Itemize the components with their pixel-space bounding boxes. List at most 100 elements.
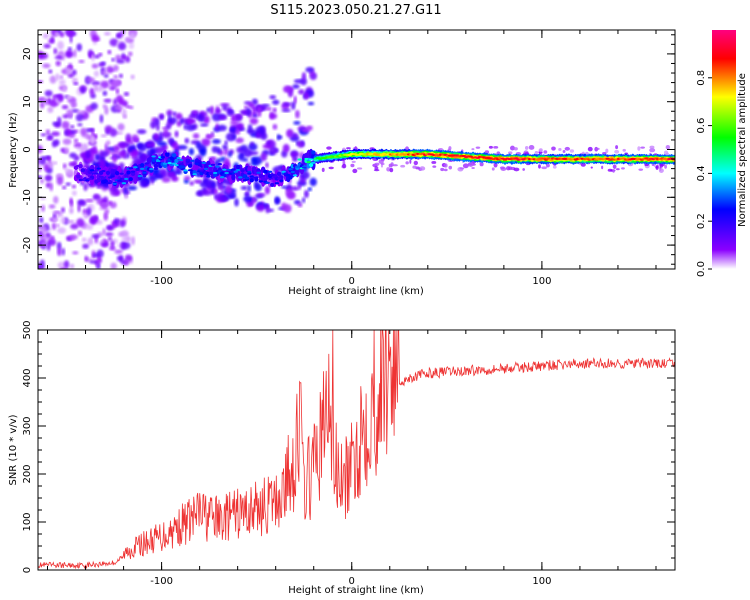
heat-cell — [82, 208, 89, 214]
heat-cell — [300, 77, 308, 86]
heat-cell — [137, 143, 147, 152]
heat-cell — [51, 140, 58, 148]
heat-cell — [297, 202, 303, 208]
heat-cell — [53, 195, 59, 204]
colorbar-tick-label: 0.6 — [696, 118, 707, 134]
heat-ridge-cell — [174, 158, 179, 164]
snr-x-tick-label: 100 — [532, 576, 551, 587]
heat-cell — [75, 113, 84, 122]
heat-cell — [69, 263, 75, 269]
heat-cell — [98, 62, 105, 67]
heat-ridge-cell — [96, 167, 102, 170]
heat-ridge-cell — [242, 179, 248, 182]
heat-cell — [112, 79, 121, 87]
heat-cell — [65, 50, 74, 58]
heat-cell — [130, 74, 135, 80]
heat-cell — [77, 142, 82, 148]
heat-cell — [224, 140, 228, 146]
snr-y-tick-label: 0 — [22, 567, 33, 573]
heat-cell — [44, 174, 53, 182]
heat-cell — [70, 223, 79, 230]
heat-cell — [432, 165, 437, 168]
heat-cell — [167, 137, 174, 145]
heat-cell — [298, 89, 305, 95]
heat-cell — [123, 91, 130, 97]
heat-ridge-cell — [256, 171, 261, 174]
heat-cell — [199, 123, 209, 127]
heat-cell — [56, 223, 60, 228]
heat-cell — [44, 98, 49, 106]
heat-cell — [564, 146, 571, 151]
heat-cell — [491, 167, 495, 171]
heat-cell — [342, 163, 347, 169]
heat-cell — [192, 133, 200, 139]
heat-ridge-cell — [153, 163, 159, 169]
heat-cell — [356, 167, 363, 170]
heat-cell — [607, 168, 613, 172]
heat-ridge-cell — [308, 162, 314, 168]
heat-cell — [256, 203, 266, 212]
heat-ridge-cell — [73, 167, 79, 170]
heat-cell — [216, 158, 221, 163]
heat-cell — [104, 106, 109, 115]
heat-cell — [595, 147, 600, 150]
heat-ridge-cell — [281, 170, 286, 173]
heat-cell — [62, 85, 67, 93]
heat-cell — [50, 35, 55, 44]
heat-ridge-cell — [217, 162, 222, 166]
heat-cell — [47, 106, 54, 113]
heat-ridge-cell — [222, 168, 227, 171]
heat-cell — [91, 34, 100, 42]
heat-ridge-cell — [105, 182, 111, 185]
heat-ridge-cell — [121, 182, 127, 185]
heat-cell — [103, 211, 108, 221]
heat-cell — [42, 63, 51, 69]
heat-cell — [65, 182, 71, 186]
heat-cell — [188, 114, 197, 119]
colorbar-gradient — [712, 30, 736, 269]
heat-ridge-cell — [190, 159, 195, 162]
heat-cell — [215, 108, 222, 114]
spectrogram-y-tick-label: 10 — [22, 95, 33, 108]
heat-cell — [346, 147, 351, 150]
heat-ridge-cell — [192, 170, 197, 175]
heat-cell — [217, 124, 227, 132]
snr-panel: -100 0 100 500 400 300 200 100 0 Height of strai… — [8, 320, 676, 596]
heat-ridge-cell — [87, 177, 92, 180]
heat-cell — [251, 196, 257, 205]
heat-cell — [129, 106, 134, 110]
heat-ridge-cell — [311, 161, 316, 164]
heat-cell — [102, 90, 108, 96]
heat-cell — [48, 69, 53, 74]
heat-cell — [53, 161, 58, 165]
heat-cell — [543, 150, 548, 154]
heat-cell — [90, 102, 98, 110]
heat-ridge-cell — [251, 166, 257, 171]
heat-cell — [326, 146, 332, 150]
heat-ridge-cell — [260, 176, 266, 181]
heat-cell — [291, 132, 299, 139]
heat-cell — [172, 111, 177, 117]
heat-cell — [484, 150, 490, 154]
heat-ridge-cell — [119, 172, 124, 175]
heat-cell — [210, 182, 216, 187]
heat-ridge-cell — [130, 171, 136, 176]
heat-cell — [116, 32, 124, 39]
heat-cell — [121, 236, 130, 242]
heat-cell — [206, 107, 211, 113]
heat-cell — [69, 207, 74, 214]
heat-cell — [124, 259, 130, 266]
heat-cell — [234, 198, 239, 207]
heat-cell — [328, 166, 334, 170]
heat-cell — [160, 114, 164, 120]
heat-cell — [493, 162, 498, 168]
heat-cell — [104, 31, 111, 36]
heat-cell — [301, 127, 310, 133]
heat-cell — [237, 152, 245, 161]
heat-cell — [185, 124, 196, 131]
heat-cell — [49, 182, 54, 192]
colorbar-label: Normalized spectral amplitude — [737, 73, 748, 227]
heat-cell — [222, 144, 228, 150]
heat-cell — [389, 167, 394, 173]
